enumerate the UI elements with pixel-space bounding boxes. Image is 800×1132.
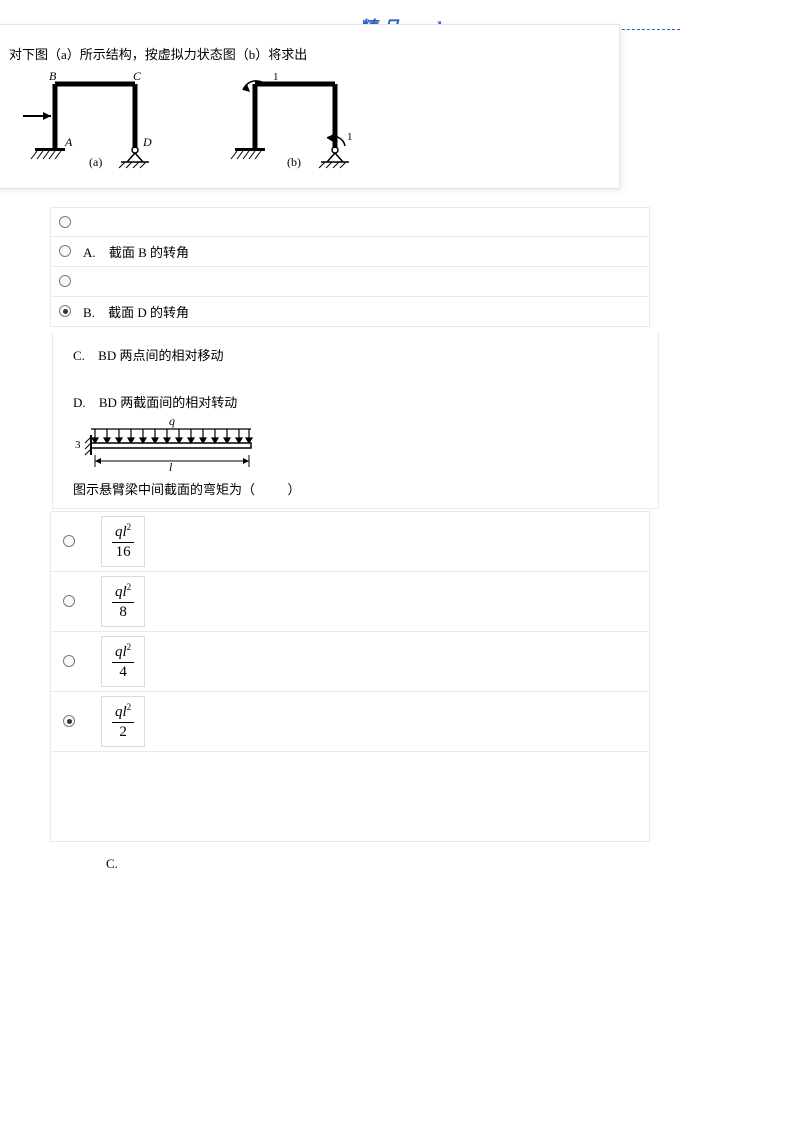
q1-prompt: 对下图（a）所示结构，按虚拟力状态图（b）将求出: [9, 45, 591, 66]
radio-icon: [59, 245, 71, 257]
q2-options: ql2 16 ql2 8 ql2 4 ql2 2: [50, 511, 650, 752]
svg-text:(b): (b): [287, 155, 301, 169]
q1-opt-empty1[interactable]: [50, 207, 650, 237]
q2-prompt: 图示悬臂梁中间截面的弯矩为（ ）: [73, 479, 638, 498]
q1-opt-c: C. BD 两点间的相对移动: [73, 345, 638, 364]
q1-inner-block: C. BD 两点间的相对移动 D. BD 两截面间的相对转动 q: [52, 333, 659, 509]
q1-opt-empty2[interactable]: [50, 267, 650, 297]
q1-opt-b[interactable]: B. 截面 D 的转角: [50, 297, 650, 327]
svg-text:A: A: [64, 135, 73, 149]
svg-text:1: 1: [273, 71, 279, 83]
opt-text: 截面 B 的转角: [109, 245, 189, 260]
fraction: ql2 16: [101, 516, 145, 567]
empty-block: [50, 752, 650, 842]
trailing-letter: C.: [106, 856, 740, 872]
opt-letter: C.: [73, 348, 85, 363]
q2-opt-b[interactable]: ql2 8: [50, 572, 650, 632]
figure-a: B C A D (a): [15, 66, 185, 176]
radio-icon: [59, 216, 71, 228]
fraction: ql2 8: [101, 576, 145, 627]
q2-opt-a[interactable]: ql2 16: [50, 511, 650, 572]
radio-icon: [59, 275, 71, 287]
opt-text: 截面 D 的转角: [108, 305, 189, 320]
page-content: 对下图（a）所示结构，按虚拟力状态图（b）将求出: [0, 24, 620, 189]
figure-b: 1 1: [215, 66, 385, 176]
svg-text:(a): (a): [89, 155, 102, 169]
q1-opt-d: D. BD 两截面间的相对转动: [73, 392, 638, 411]
radio-icon: [59, 305, 71, 317]
opt-letter: D.: [73, 395, 86, 410]
q2-opt-c[interactable]: ql2 4: [50, 632, 650, 692]
radio-icon: [63, 715, 75, 727]
svg-text:1: 1: [347, 131, 353, 143]
q2-opt-d[interactable]: ql2 2: [50, 692, 650, 752]
fraction: ql2 2: [101, 696, 145, 747]
svg-text:3: 3: [75, 439, 81, 451]
opt-letter: A.: [83, 245, 96, 260]
svg-text:l: l: [169, 460, 173, 473]
svg-text:D: D: [142, 135, 152, 149]
q2-figure: q: [73, 415, 638, 473]
opt-letter: B.: [83, 305, 95, 320]
radio-icon: [63, 655, 75, 667]
q1-figures: B C A D (a) 1 1: [15, 66, 591, 176]
opt-text: BD 两截面间的相对转动: [99, 395, 237, 410]
svg-text:C: C: [133, 69, 142, 83]
svg-text:q: q: [169, 415, 175, 428]
fraction: ql2 4: [101, 636, 145, 687]
svg-text:B: B: [49, 69, 57, 83]
radio-icon: [63, 595, 75, 607]
opt-text: BD 两点间的相对移动: [98, 348, 223, 363]
q1-options: A. 截面 B 的转角 B. 截面 D 的转角: [50, 207, 650, 327]
radio-icon: [63, 535, 75, 547]
q1-opt-a[interactable]: A. 截面 B 的转角: [50, 237, 650, 267]
